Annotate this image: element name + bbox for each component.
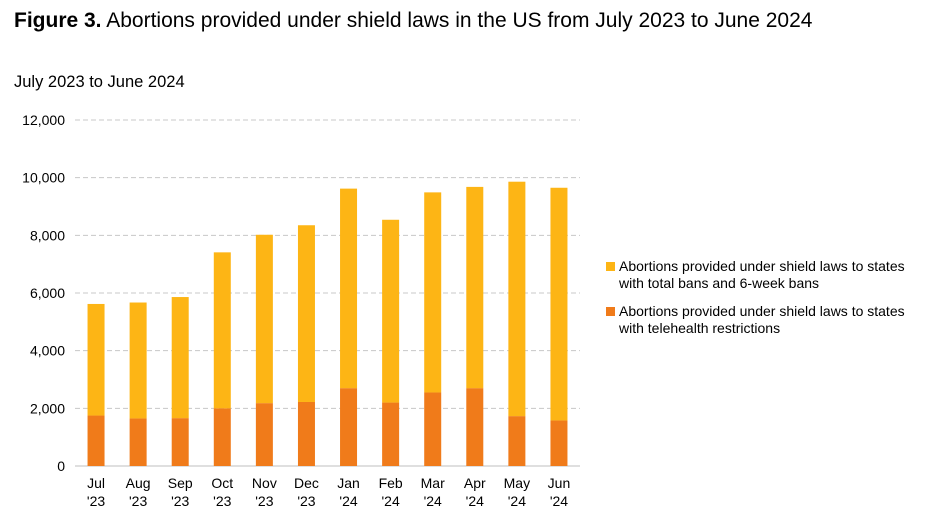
x-tick-label-year: '24 <box>466 493 484 509</box>
bar-total-bans <box>508 181 526 417</box>
x-tick-label-month: Oct <box>211 475 233 491</box>
bar-total-bans <box>171 297 189 419</box>
y-tick-label: 10,000 <box>22 170 65 186</box>
y-tick-label: 0 <box>57 458 65 474</box>
bar-telehealth <box>424 392 442 466</box>
y-tick-label: 12,000 <box>22 112 65 128</box>
x-tick-label-year: '23 <box>171 493 189 509</box>
x-axis: Jul '23 Aug '23 Sep '23 Oct '23 Nov '23 Dec '23 Jan '… <box>87 475 570 509</box>
x-tick-label-month: May <box>504 475 530 491</box>
x-tick-label-year: '23 <box>129 493 147 509</box>
legend-swatch-telehealth <box>606 307 615 316</box>
x-tick-label-year: '24 <box>550 493 568 509</box>
bar-telehealth <box>382 402 400 466</box>
bar-telehealth <box>466 388 484 466</box>
bar-total-bans <box>340 188 358 389</box>
x-tick-label-year: '24 <box>424 493 442 509</box>
x-tick-label-year: '24 <box>382 493 400 509</box>
x-tick-label-month: Apr <box>464 475 486 491</box>
x-tick-label-year: '23 <box>213 493 231 509</box>
x-tick-label-month: Jun <box>548 475 571 491</box>
bar-telehealth <box>171 418 189 466</box>
x-tick-label-year: '24 <box>339 493 357 509</box>
bar-telehealth <box>129 418 147 466</box>
bar-total-bans <box>255 234 273 404</box>
legend: Abortions provided under shield laws to … <box>606 258 906 348</box>
bar-total-bans <box>466 186 484 389</box>
x-tick-label-month: Jul <box>87 475 105 491</box>
x-tick-label-year: '23 <box>255 493 273 509</box>
bar-telehealth <box>213 408 231 466</box>
bars <box>87 181 568 466</box>
gridlines <box>75 119 580 409</box>
bar-telehealth <box>550 420 568 466</box>
bar-total-bans <box>382 219 400 403</box>
y-tick-label: 2,000 <box>30 400 65 416</box>
figure-title-text: Abortions provided under shield laws in … <box>106 9 813 32</box>
y-tick-label: 8,000 <box>30 227 65 243</box>
bar-telehealth <box>87 415 105 466</box>
x-tick-label-month: Dec <box>294 475 319 491</box>
y-tick-label: 4,000 <box>30 343 65 359</box>
legend-label-telehealth: Abortions provided under shield laws to … <box>619 303 905 336</box>
bar-total-bans <box>87 303 105 416</box>
bar-telehealth <box>255 403 273 466</box>
x-tick-label-month: Sep <box>168 475 193 491</box>
x-tick-label-year: '24 <box>508 493 526 509</box>
x-tick-label-year: '23 <box>297 493 315 509</box>
bar-total-bans <box>129 302 147 419</box>
bar-telehealth <box>508 416 526 466</box>
legend-item-telehealth: Abortions provided under shield laws to … <box>606 303 906 337</box>
bar-total-bans <box>297 225 315 402</box>
figure-title: Figure 3. Abortions provided under shiel… <box>14 9 812 33</box>
y-axis: 0 2,000 4,000 6,000 8,000 10,000 12,000 <box>22 112 580 474</box>
x-tick-label-month: Feb <box>379 475 403 491</box>
x-tick-label-month: Nov <box>252 475 277 491</box>
bar-telehealth <box>340 388 358 466</box>
legend-swatch-total-bans <box>606 262 615 271</box>
legend-item-total-bans: Abortions provided under shield laws to … <box>606 258 906 292</box>
x-tick-label-month: Mar <box>421 475 445 491</box>
legend-label-total-bans: Abortions provided under shield laws to … <box>619 258 905 291</box>
bar-total-bans <box>424 192 442 393</box>
x-tick-label-year: '23 <box>87 493 105 509</box>
figure-label: Figure 3. <box>14 9 102 32</box>
x-tick-label-month: Jan <box>337 475 360 491</box>
y-tick-label: 6,000 <box>30 285 65 301</box>
bar-total-bans <box>550 187 568 421</box>
bar-total-bans <box>213 252 231 409</box>
chart-subtitle: July 2023 to June 2024 <box>14 73 185 91</box>
x-tick-label-month: Aug <box>126 475 151 491</box>
bar-telehealth <box>297 401 315 466</box>
